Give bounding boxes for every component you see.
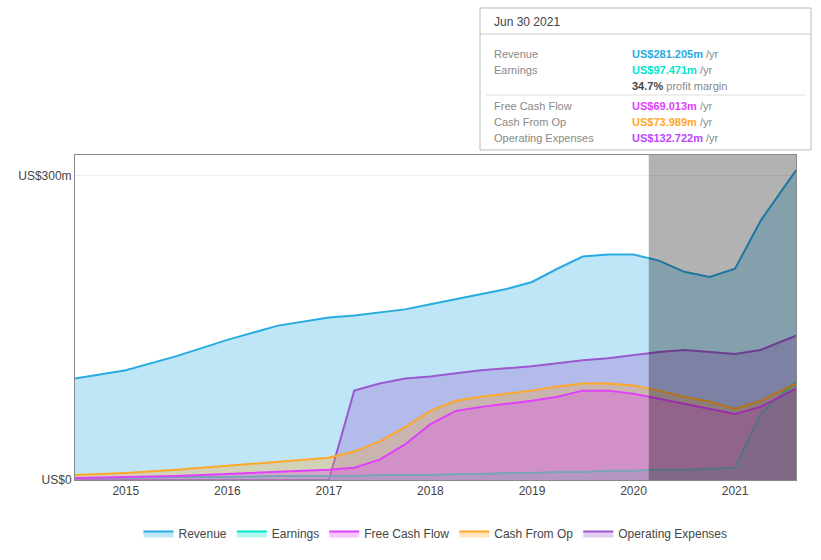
svg-text:Operating Expenses: Operating Expenses — [618, 527, 727, 541]
svg-text:2017: 2017 — [316, 484, 343, 498]
svg-text:US$69.013m /yr: US$69.013m /yr — [632, 100, 712, 112]
svg-text:2016: 2016 — [214, 484, 241, 498]
svg-text:Jun 30 2021: Jun 30 2021 — [494, 15, 560, 29]
svg-text:2015: 2015 — [112, 484, 139, 498]
svg-text:Earnings: Earnings — [272, 527, 319, 541]
svg-text:US$300m: US$300m — [18, 169, 71, 183]
svg-text:2020: 2020 — [620, 484, 647, 498]
svg-text:US$0: US$0 — [42, 473, 72, 487]
svg-text:2019: 2019 — [519, 484, 546, 498]
svg-text:US$281.205m /yr: US$281.205m /yr — [632, 48, 719, 60]
svg-text:Cash From Op: Cash From Op — [494, 116, 566, 128]
svg-text:Free Cash Flow: Free Cash Flow — [364, 527, 449, 541]
svg-text:2018: 2018 — [417, 484, 444, 498]
svg-text:US$73.989m /yr: US$73.989m /yr — [632, 116, 712, 128]
svg-text:2021: 2021 — [722, 484, 749, 498]
svg-text:Operating Expenses: Operating Expenses — [494, 132, 594, 144]
svg-text:Cash From Op: Cash From Op — [494, 527, 573, 541]
svg-text:US$132.722m /yr: US$132.722m /yr — [632, 132, 719, 144]
svg-text:Revenue: Revenue — [179, 527, 227, 541]
svg-text:US$97.471m /yr: US$97.471m /yr — [632, 64, 712, 76]
svg-text:Revenue: Revenue — [494, 48, 538, 60]
svg-text:Free Cash Flow: Free Cash Flow — [494, 100, 572, 112]
svg-text:Earnings: Earnings — [494, 64, 538, 76]
svg-text:34.7% profit margin: 34.7% profit margin — [632, 80, 727, 92]
